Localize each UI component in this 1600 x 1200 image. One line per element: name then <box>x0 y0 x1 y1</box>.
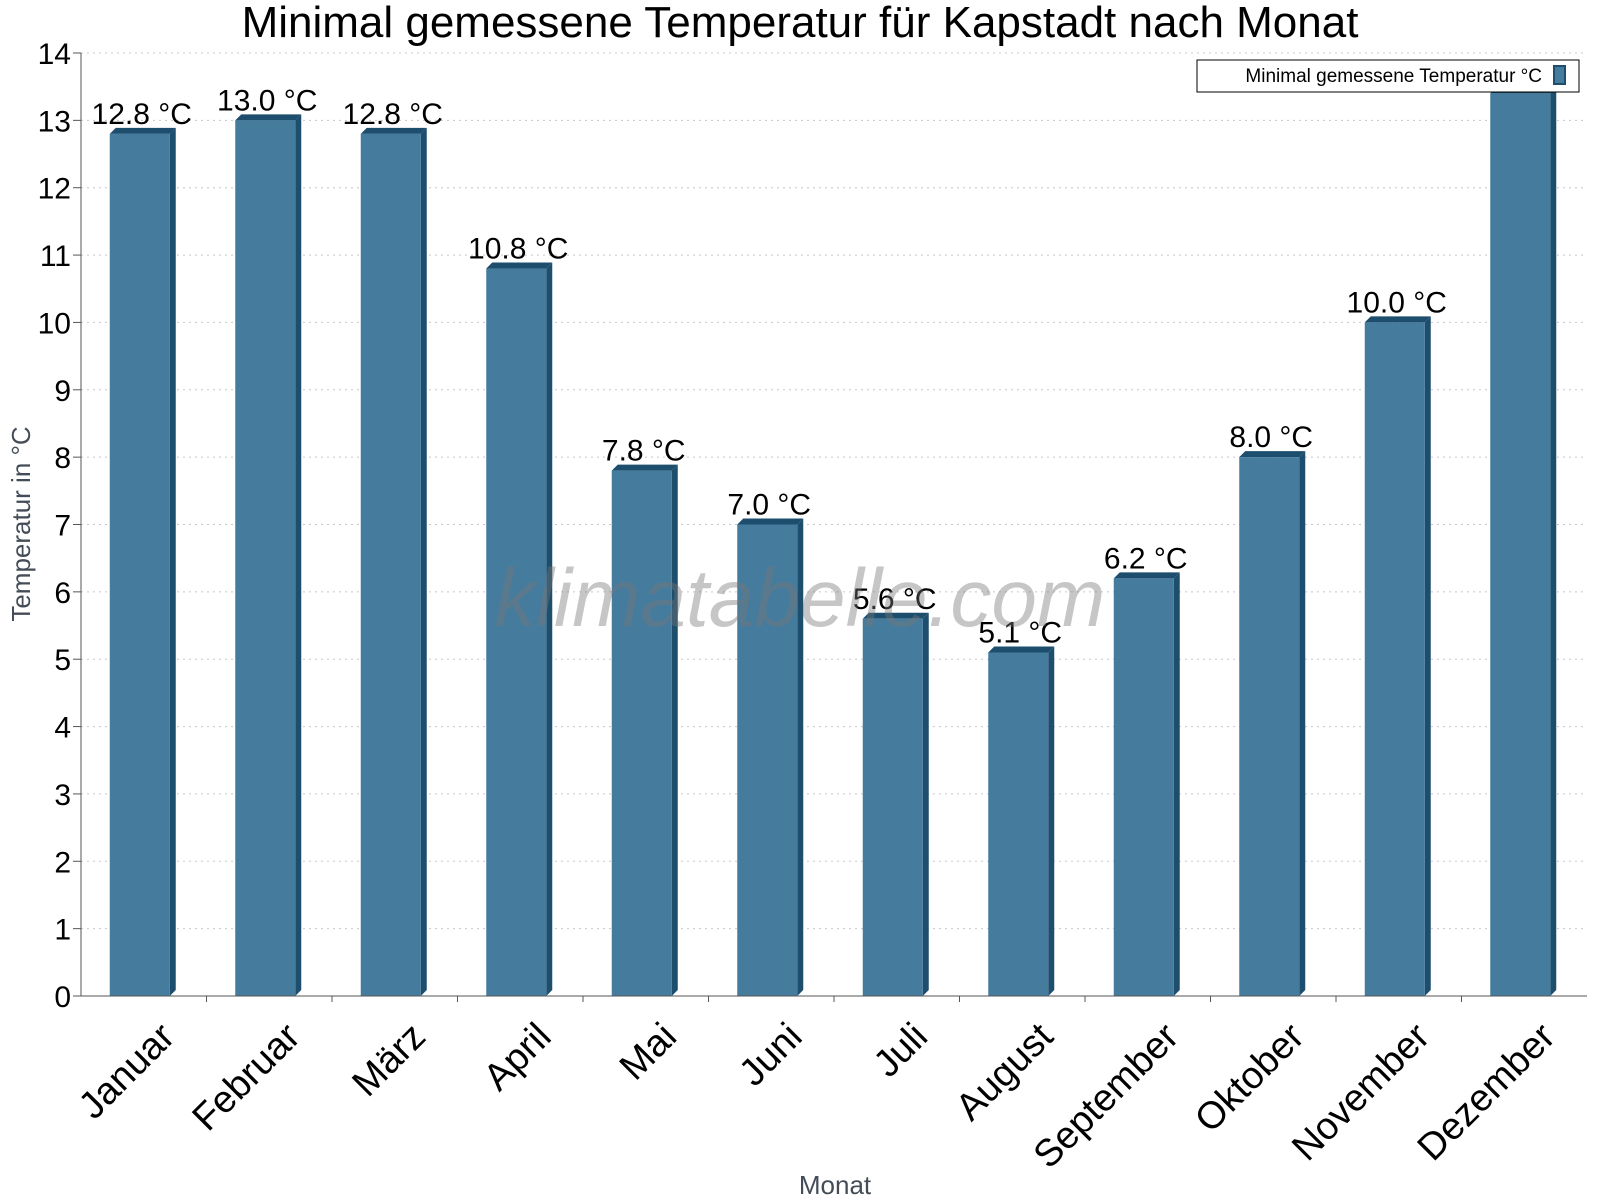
bar-side <box>797 518 804 996</box>
y-tick-label: 4 <box>54 712 71 745</box>
y-tick-label: 12 <box>38 173 71 206</box>
bar-top <box>109 127 176 134</box>
y-tick-label: 7 <box>54 510 71 543</box>
y-tick-label: 8 <box>54 442 71 475</box>
bar-side <box>1048 646 1055 996</box>
bar-top <box>737 518 804 525</box>
bar <box>988 652 1049 996</box>
chart-title: Minimal gemessene Temperatur für Kapstad… <box>242 0 1359 47</box>
bar-top <box>1364 316 1431 323</box>
y-tick-label: 3 <box>54 779 71 812</box>
y-tick-label: 9 <box>54 375 71 408</box>
bar <box>862 618 923 996</box>
y-tick-label: 5 <box>54 644 71 677</box>
data-label: 8.0 °C <box>1229 421 1313 454</box>
watermark: klimatabelle.com <box>495 553 1106 644</box>
bar-side <box>295 114 302 997</box>
data-label: 7.0 °C <box>727 489 811 522</box>
bar-top <box>235 114 302 121</box>
y-tick-label: 0 <box>54 981 71 1014</box>
y-tick-label: 11 <box>40 240 71 273</box>
bar-top <box>1113 572 1180 579</box>
y-tick-label: 13 <box>38 105 71 138</box>
bars <box>109 87 1557 997</box>
data-labels: 12.8 °C 13.0 °C 12.8 °C 10.8 °C 7.8 °C 7.0 °C… <box>92 84 1447 649</box>
data-label: 7.8 °C <box>602 435 686 468</box>
bar <box>1239 457 1300 997</box>
x-tick-label: Februar <box>185 1015 309 1139</box>
x-tick-label: Mai <box>612 1015 685 1088</box>
x-tick-label: März <box>345 1015 434 1104</box>
grid-lines <box>81 52 1587 930</box>
x-tick-label: April <box>476 1015 559 1098</box>
bar-side <box>546 262 553 996</box>
legend: Minimal gemessene Temperatur °C <box>1196 59 1580 93</box>
bar-top <box>988 646 1055 653</box>
bar-side <box>420 127 427 997</box>
bar <box>1364 322 1425 996</box>
y-tick-label: 6 <box>54 577 71 610</box>
x-tick-label: Januar <box>71 1015 183 1127</box>
bar <box>486 268 547 996</box>
legend-swatch <box>1553 65 1566 85</box>
x-tick-label: Juni <box>731 1015 810 1094</box>
legend-label: Minimal gemessene Temperatur °C <box>1245 66 1542 87</box>
bar <box>1113 578 1174 996</box>
bar-side <box>671 464 678 997</box>
data-label: 6.2 °C <box>1104 542 1188 575</box>
y-tick-label: 1 <box>54 914 71 947</box>
bar-top <box>486 262 553 269</box>
legend-box <box>1196 59 1580 93</box>
y-tick-label: 2 <box>54 846 71 879</box>
data-label: 12.8 °C <box>92 98 192 131</box>
bar <box>1490 93 1551 996</box>
bar-top <box>1239 451 1306 458</box>
bar <box>235 120 296 997</box>
data-label: 5.6 °C <box>853 583 937 616</box>
bar-top <box>360 127 427 134</box>
y-tick-label: 10 <box>38 307 71 340</box>
bar <box>737 524 798 996</box>
bar-side <box>1299 451 1306 997</box>
bar-side <box>1550 87 1557 996</box>
bar-top <box>611 464 678 471</box>
bar <box>109 133 170 997</box>
x-tick-label: Dezember <box>1410 1015 1564 1169</box>
x-tick-label: Oktober <box>1187 1015 1313 1141</box>
x-tick-label: August <box>948 1015 1062 1129</box>
data-label: 12.8 °C <box>343 98 443 131</box>
bar-side <box>1424 316 1431 996</box>
data-label: 5.1 °C <box>978 616 1062 649</box>
bar <box>611 470 672 997</box>
x-tick-label: Juli <box>866 1015 936 1085</box>
bar-side <box>1173 572 1180 996</box>
bar-top <box>862 612 929 619</box>
data-label: 10.8 °C <box>468 233 568 266</box>
x-axis-title: Monat <box>799 1170 872 1200</box>
data-label: 10.0 °C <box>1347 286 1447 319</box>
data-label: 13.0 °C <box>217 84 317 117</box>
bar-side <box>169 127 176 997</box>
y-axis-title: Temperatur in °C <box>6 426 36 621</box>
bar-side <box>922 612 929 996</box>
y-tick-label: 14 <box>38 38 71 71</box>
bar <box>360 133 421 997</box>
